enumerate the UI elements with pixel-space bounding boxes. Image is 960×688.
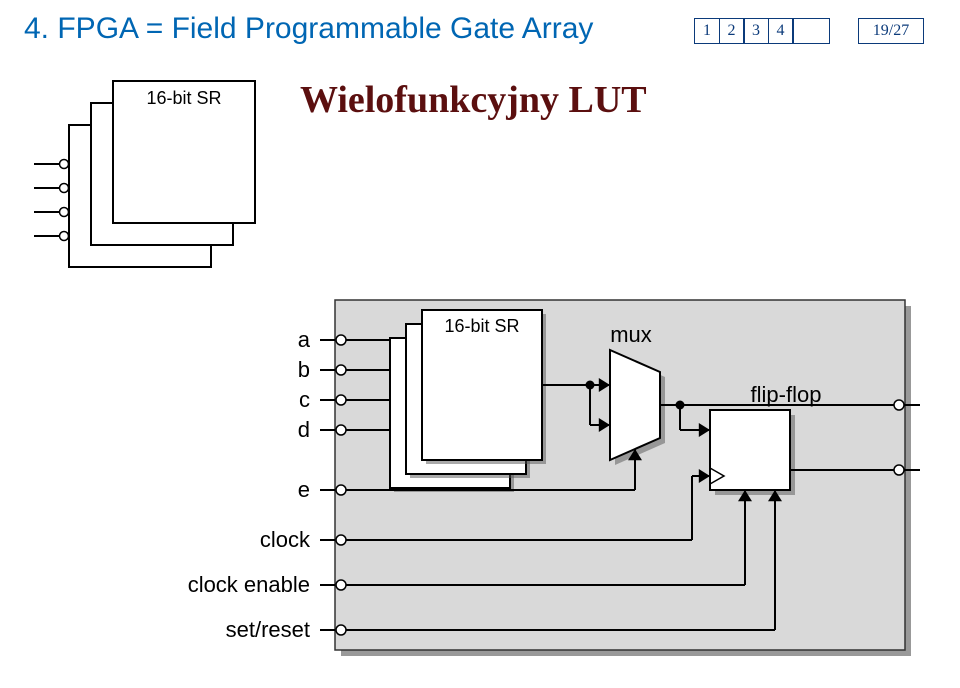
circuit-diagram: abcdeclockclock enableset/reset4-inputLU… [180,290,920,670]
svg-text:e: e [298,477,310,502]
nav-boxes: 1234 [696,18,831,44]
nav-box: 3 [743,18,769,44]
nav-box: 2 [719,18,745,44]
svg-text:set/reset: set/reset [226,617,310,642]
stack-box: 16-bit SR [112,80,256,224]
page-title: 4. FPGA = Field Programmable Gate Array [24,12,593,46]
svg-text:a: a [298,327,311,352]
svg-text:clock: clock [260,527,311,552]
svg-text:c: c [299,387,310,412]
subtitle: Wielofunkcyjny LUT [300,78,647,122]
svg-text:flip-flop: flip-flop [751,382,822,407]
svg-text:16-bit SR: 16-bit SR [444,316,519,336]
svg-text:clock enable: clock enable [188,572,310,597]
nav-box: 4 [768,18,794,44]
svg-text:b: b [298,357,310,382]
nav-box-blank [792,18,830,44]
lut-stack-figure: 4-input LUT16 x 1 RAM16-bit SR [40,80,250,270]
nav-box: 1 [694,18,720,44]
page-number: 19/27 [858,18,924,44]
svg-text:mux: mux [610,322,652,347]
stack-box-label: 16-bit SR [114,88,254,109]
svg-text:d: d [298,417,310,442]
